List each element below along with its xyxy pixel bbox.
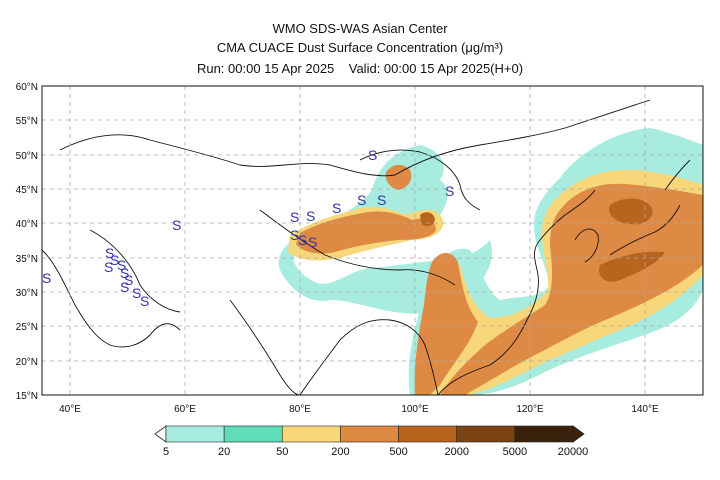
colorbar-left-arrow xyxy=(154,425,167,443)
lat-tick-label: 15°N xyxy=(16,391,38,402)
dust-storm-marker: S xyxy=(332,200,341,216)
valid-time: Valid: 00:00 15 Apr 2025(H+0) xyxy=(348,61,524,76)
dust-storm-marker: S xyxy=(308,234,317,250)
dust-storm-marker: S xyxy=(306,208,315,224)
dust-storm-marker: S xyxy=(105,245,114,261)
dust-orange-east xyxy=(440,183,703,395)
dust-storm-marker: S xyxy=(290,227,299,243)
lon-tick-label: 80°E xyxy=(289,404,311,415)
lon-tick-label: 40°E xyxy=(59,404,81,415)
dust-storm-marker: S xyxy=(368,147,377,163)
colorbar-bin xyxy=(281,425,341,443)
dust-storm-marker: S xyxy=(110,252,119,268)
dust-storm-marker: S xyxy=(445,183,454,199)
lon-tick-label: 140°E xyxy=(631,404,659,415)
lat-tick-label: 55°N xyxy=(16,116,38,127)
map-frame xyxy=(41,85,704,396)
dust-storm-marker: S xyxy=(120,279,129,295)
colorbar-level-label: 20000 xyxy=(558,446,589,458)
lat-tick-label: 20°N xyxy=(16,357,38,368)
dust-storm-marker: S xyxy=(42,270,51,286)
colorbar-level-label: 20 xyxy=(218,446,230,458)
colorbar-bin xyxy=(340,425,399,443)
colorbar-level-label: 5000 xyxy=(503,446,527,458)
coastline-east-asia xyxy=(437,189,596,395)
colorbar-level-label: 50 xyxy=(276,446,288,458)
border-china-south xyxy=(259,209,456,286)
grid xyxy=(42,86,703,395)
lat-tick-label: 45°N xyxy=(16,185,38,196)
border-central-asia xyxy=(59,134,396,177)
dust-storm-marker: S xyxy=(120,265,129,281)
dust-storm-marker: S xyxy=(124,272,133,288)
lon-tick-label: 60°E xyxy=(174,404,196,415)
border-mongolia xyxy=(359,149,481,211)
border-iran xyxy=(89,229,181,313)
dust-brown-patch-2 xyxy=(599,251,665,282)
lat-tick-label: 50°N xyxy=(16,151,38,162)
dust-orange-north xyxy=(296,211,436,254)
dust-storm-marker: S xyxy=(298,232,307,248)
colorbar-bin xyxy=(398,425,458,443)
dust-storm-marker: S xyxy=(140,293,149,309)
dust-shading xyxy=(278,128,703,395)
lat-tick-label: 60°N xyxy=(16,82,38,93)
lat-tick-label: 30°N xyxy=(16,288,38,299)
run-time: Run: 00:00 15 Apr 2025 xyxy=(196,61,335,76)
map-subtitle: CMA CUACE Dust Surface Concentration (μg… xyxy=(216,40,504,55)
lat-tick-label: 35°N xyxy=(16,254,38,265)
colorbar-bin xyxy=(514,425,574,443)
lon-axis: 40°E 60°E 80°E 100°E 120°E 140°E xyxy=(59,404,659,415)
colorbar-level-label: 5 xyxy=(163,446,169,458)
lon-tick-label: 100°E xyxy=(401,404,429,415)
dust-storm-marker: S xyxy=(117,257,126,273)
dust-brown-patch-1 xyxy=(609,198,653,225)
dust-storm-marker: S xyxy=(132,285,141,301)
lon-tick-label: 120°E xyxy=(516,404,544,415)
coastline-korea-japan xyxy=(574,159,691,263)
lat-axis: 15°N 20°N 25°N 30°N 35°N 40°N 45°N 50°N 55°N 60°N xyxy=(16,82,38,402)
dust-brown-patch-3 xyxy=(420,212,435,227)
dust-storm-marker: S xyxy=(104,259,113,275)
lat-tick-label: 40°N xyxy=(16,219,38,230)
dust-orange-central xyxy=(414,253,478,395)
dust-orange-mongolia xyxy=(385,164,412,190)
colorbar-level-label: 200 xyxy=(331,446,349,458)
colorbar-bin xyxy=(223,425,283,443)
dust-storm-marker: S xyxy=(290,209,299,225)
map-title: WMO SDS-WAS Asian Center xyxy=(272,21,448,36)
colorbar-bin xyxy=(456,425,516,443)
colorbar: 5 20 50 200 500 2000 5000 20000 xyxy=(154,425,589,458)
colorbar-right-arrow xyxy=(572,425,585,443)
colorbar-level-label: 500 xyxy=(389,446,407,458)
border-russia xyxy=(394,99,651,176)
colorbar-bin xyxy=(165,425,225,443)
dust-storm-marker: S xyxy=(172,217,181,233)
map-run-valid: Run: 00:00 15 Apr 2025 Valid: 00:00 15 A… xyxy=(0,61,720,76)
coastline-arabia xyxy=(42,249,181,348)
dust-storm-marker: S xyxy=(377,192,386,208)
colorbar-level-label: 2000 xyxy=(444,446,468,458)
dust-storm-marker: S xyxy=(357,192,366,208)
lat-tick-label: 25°N xyxy=(16,322,38,333)
